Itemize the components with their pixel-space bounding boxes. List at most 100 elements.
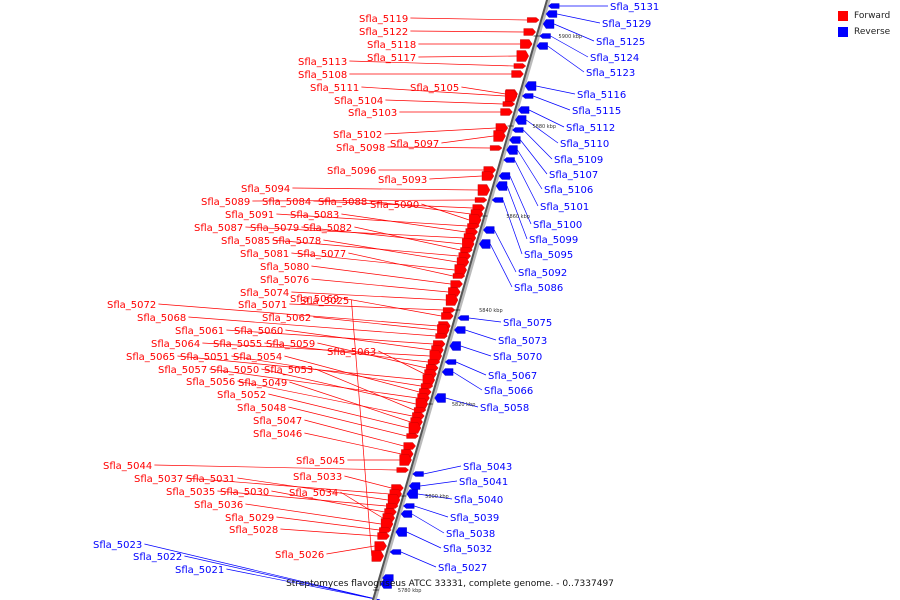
reverse-gene-arrow[interactable] [408,482,421,490]
reverse-gene-arrow[interactable] [406,489,418,499]
forward-gene-label[interactable]: Sfla_5076 [260,275,309,286]
forward-gene-arrow[interactable] [427,359,441,365]
reverse-gene-label[interactable]: Sfla_5043 [463,462,512,473]
forward-gene-arrow[interactable] [371,550,384,562]
forward-gene-label[interactable]: Sfla_5090 [370,200,419,211]
forward-gene-label[interactable]: Sfla_5078 [272,236,321,247]
forward-gene-label[interactable]: Sfla_5079 [250,223,299,234]
forward-gene-label[interactable]: Sfla_5050 [210,365,259,376]
forward-gene-label[interactable]: Sfla_5061 [175,326,224,337]
forward-gene-arrow[interactable] [516,50,529,62]
forward-gene-label[interactable]: Sfla_5049 [238,378,287,389]
forward-gene-label[interactable]: Sfla_5063 [327,347,376,358]
reverse-gene-arrow[interactable] [506,145,518,155]
forward-gene-arrow[interactable] [527,17,540,23]
forward-gene-label[interactable]: Sfla_5065 [126,352,175,363]
reverse-gene-label[interactable]: Sfla_5099 [529,235,578,246]
reverse-gene-label[interactable]: Sfla_5075 [503,318,552,329]
forward-gene-label[interactable]: Sfla_5108 [298,70,347,81]
forward-gene-arrow[interactable] [413,407,427,413]
forward-gene-label[interactable]: Sfla_5103 [348,108,397,119]
forward-gene-label[interactable]: Sfla_5096 [327,166,376,177]
forward-gene-arrow[interactable] [379,527,392,533]
reverse-gene-arrow[interactable] [449,341,461,351]
reverse-gene-arrow[interactable] [539,33,551,39]
reverse-gene-label[interactable]: Sfla_5106 [544,185,593,196]
forward-gene-label[interactable]: Sfla_5046 [253,429,302,440]
reverse-gene-label[interactable]: Sfla_5073 [498,336,547,347]
forward-gene-label[interactable]: Sfla_5068 [137,313,186,324]
forward-gene-label[interactable]: Sfla_5036 [194,500,243,511]
reverse-gene-label[interactable]: Sfla_5067 [488,371,537,382]
forward-gene-label[interactable]: Sfla_5026 [275,550,324,561]
forward-gene-arrow[interactable] [513,63,527,69]
forward-gene-label[interactable]: Sfla_5082 [303,223,352,234]
forward-gene-label[interactable]: Sfla_5031 [186,474,235,485]
reverse-gene-label[interactable]: Sfla_5086 [514,283,563,294]
forward-gene-label[interactable]: Sfla_5051 [180,352,229,363]
reverse-gene-arrow[interactable] [491,197,504,203]
reverse-gene-label[interactable]: Sfla_5131 [610,2,659,13]
forward-gene-label[interactable]: Sfla_5060 [234,326,283,337]
reverse-gene-arrow[interactable] [483,226,495,234]
forward-gene-label[interactable]: Sfla_5056 [186,377,235,388]
forward-gene-arrow[interactable] [396,467,409,473]
forward-gene-label[interactable]: Sfla_5028 [229,525,278,536]
forward-gene-arrow[interactable] [493,130,506,142]
reverse-gene-label[interactable]: Sfla_5129 [602,19,651,30]
reverse-gene-label[interactable]: Sfla_5123 [586,68,635,79]
forward-gene-label[interactable]: Sfla_5111 [310,83,359,94]
forward-gene-label[interactable]: Sfla_5045 [296,456,345,467]
reverse-gene-arrow[interactable] [389,549,402,555]
forward-gene-label[interactable]: Sfla_5113 [298,57,347,68]
forward-gene-arrow[interactable] [523,28,536,36]
forward-gene-label[interactable]: Sfla_5071 [238,300,287,311]
reverse-gene-label[interactable]: Sfla_5115 [572,106,621,117]
forward-gene-arrow[interactable] [511,70,524,78]
reverse-gene-label[interactable]: Sfla_5027 [438,563,487,574]
reverse-gene-label[interactable]: Sfla_5124 [590,53,639,64]
forward-gene-label[interactable]: Sfla_5055 [213,339,262,350]
reverse-gene-arrow[interactable] [441,368,454,376]
reverse-gene-arrow[interactable] [503,157,515,163]
forward-gene-arrow[interactable] [505,90,518,102]
forward-gene-label[interactable]: Sfla_5072 [107,300,156,311]
reverse-gene-arrow[interactable] [400,510,413,518]
reverse-gene-label[interactable]: Sfla_5039 [450,513,499,524]
forward-gene-label[interactable]: Sfla_5077 [297,249,346,260]
reverse-gene-label[interactable]: Sfla_5032 [443,544,492,555]
reverse-gene-label[interactable]: Sfla_5107 [549,170,598,181]
forward-gene-arrow[interactable] [477,184,491,196]
forward-gene-label[interactable]: Sfla_5118 [367,40,416,51]
forward-gene-label[interactable]: Sfla_5048 [237,403,286,414]
forward-gene-label[interactable]: Sfla_5089 [201,197,250,208]
reverse-gene-label[interactable]: Sfla_5100 [533,220,582,231]
reverse-gene-label[interactable]: Sfla_5040 [454,495,503,506]
reverse-gene-arrow[interactable] [444,359,457,365]
forward-gene-arrow[interactable] [445,294,459,306]
forward-gene-label[interactable]: Sfla_5119 [359,14,408,25]
forward-gene-arrow[interactable] [452,273,466,279]
forward-gene-arrow[interactable] [377,532,390,540]
forward-gene-label[interactable]: Sfla_5047 [253,416,302,427]
reverse-gene-arrow[interactable] [495,181,508,191]
reverse-gene-label[interactable]: Sfla_5058 [480,403,529,414]
reverse-gene-arrow[interactable] [479,239,491,249]
forward-gene-label[interactable]: Sfla_5053 [264,365,313,376]
reverse-gene-arrow[interactable] [512,127,524,133]
reverse-gene-label[interactable]: Sfla_5110 [560,139,609,150]
reverse-gene-label[interactable]: Sfla_5092 [518,268,567,279]
reverse-gene-arrow[interactable] [509,136,521,144]
reverse-gene-label[interactable]: Sfla_5023 [93,540,142,551]
forward-gene-label[interactable]: Sfla_5088 [318,197,367,208]
forward-gene-label[interactable]: Sfla_5052 [217,390,266,401]
forward-gene-label[interactable]: Sfla_5083 [290,210,339,221]
forward-gene-label[interactable]: Sfla_5054 [233,352,282,363]
forward-gene-label[interactable]: Sfla_5034 [289,488,338,499]
forward-gene-label[interactable]: Sfla_5080 [260,262,309,273]
forward-gene-arrow[interactable] [520,39,533,49]
forward-gene-label[interactable]: Sfla_5105 [410,83,459,94]
reverse-gene-arrow[interactable] [457,315,469,321]
forward-gene-label[interactable]: Sfla_5097 [390,139,439,150]
forward-gene-label[interactable]: Sfla_5064 [151,339,200,350]
